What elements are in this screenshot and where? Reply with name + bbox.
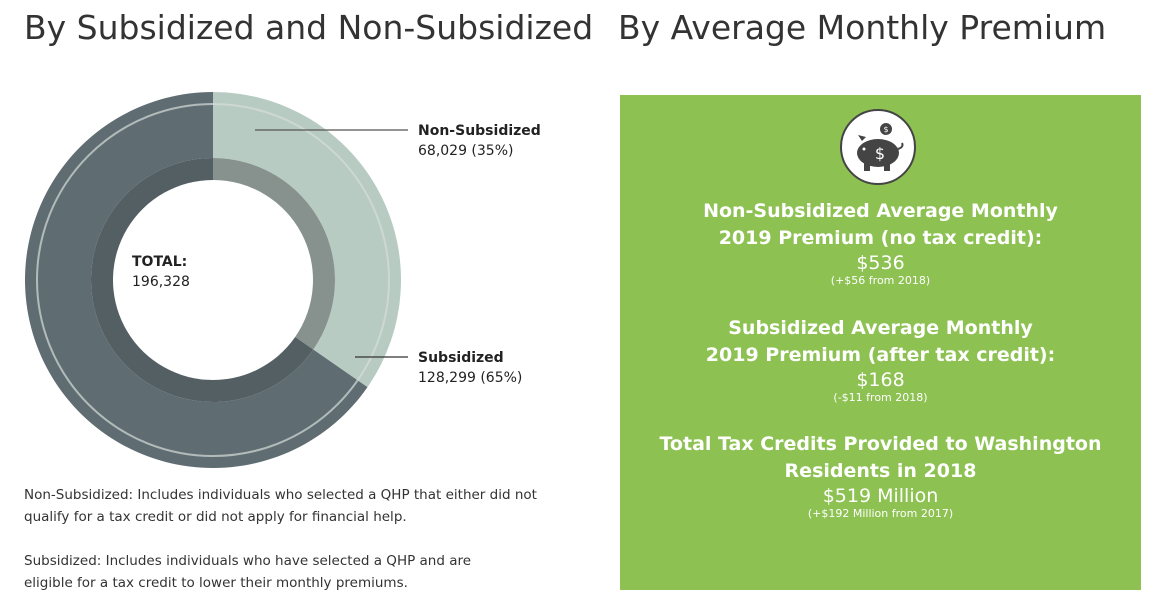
- inner-band-non-subsidized: [213, 158, 335, 350]
- piggy-bank-dollar-icon: $ $: [840, 109, 916, 185]
- block-title: Total Tax Credits Provided to Washington: [659, 433, 1102, 455]
- block-value: $519 Million: [822, 485, 939, 507]
- note-subsidized: Subsidized: Includes individuals who hav…: [24, 553, 472, 591]
- left-title: By Subsidized and Non-Subsidized: [24, 8, 594, 47]
- block-title: 2019 Premium (after tax credit):: [705, 344, 1056, 366]
- svg-text:$: $: [883, 125, 888, 134]
- block-title: Non-Subsidized Average Monthly: [703, 200, 1058, 222]
- slice-name: Non-Subsidized: [418, 123, 541, 139]
- block-change: (+$56 from 2018): [830, 274, 931, 287]
- block-title: Residents in 2018: [784, 460, 977, 482]
- total-value: 196,328: [132, 274, 190, 290]
- right-title: By Average Monthly Premium: [618, 8, 1107, 47]
- slice-non-subsidized: [213, 92, 401, 388]
- block-value: $168: [856, 369, 905, 391]
- block-value: $536: [856, 252, 905, 274]
- legend-subsidized: Subsidized 128,299 (65%): [418, 348, 522, 388]
- block-non-subsidized: Non-Subsidized Average Monthly 2019 Prem…: [620, 198, 1141, 288]
- block-title: Subsidized Average Monthly: [728, 317, 1033, 339]
- slice-value: 68,029 (35%): [418, 143, 514, 159]
- total-label: TOTAL:: [132, 254, 188, 270]
- note-non-subsidized: Non-Subsidized: Includes individuals who…: [24, 487, 537, 525]
- slice-name: Subsidized: [418, 350, 504, 366]
- center-label: TOTAL: 196,328: [132, 252, 190, 292]
- block-change: (+$192 Million from 2017): [807, 507, 954, 520]
- block-title: 2019 Premium (no tax credit):: [718, 227, 1043, 249]
- block-subsidized: Subsidized Average Monthly 2019 Premium …: [620, 315, 1141, 405]
- donut-chart: [24, 92, 408, 468]
- slice-subsidized: [24, 92, 368, 468]
- svg-text:$: $: [875, 144, 885, 163]
- premium-panel: $ $ Non-Subsidized Average Monthly 2019 …: [620, 95, 1141, 590]
- block-change: (-$11 from 2018): [833, 391, 928, 404]
- legend-non-subsidized: Non-Subsidized 68,029 (35%): [418, 121, 541, 161]
- slice-value: 128,299 (65%): [418, 370, 523, 386]
- ring-line: [36, 103, 390, 457]
- block-tax-credits: Total Tax Credits Provided to Washington…: [620, 431, 1141, 521]
